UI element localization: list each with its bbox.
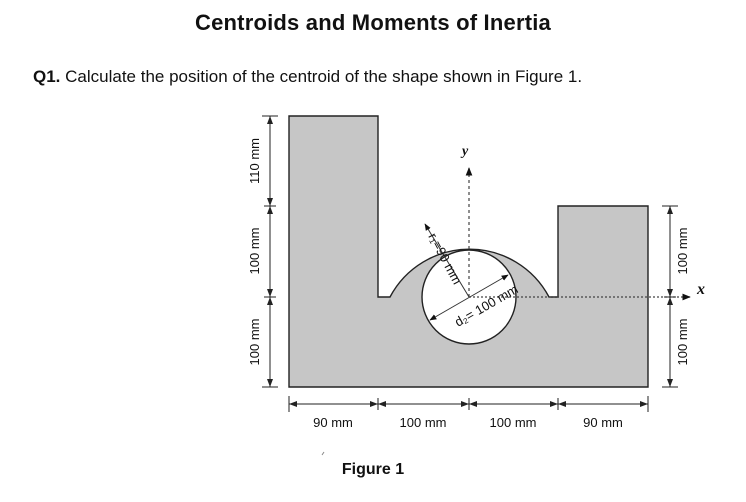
left-dimensions: [262, 115, 278, 388]
question-body: Calculate the position of the centroid o…: [60, 67, 583, 86]
left-dim-3: 100 mm: [247, 319, 262, 366]
x-axis-label: x: [696, 281, 705, 298]
y-axis-label: y: [460, 144, 469, 159]
bottom-dimensions: [288, 396, 649, 412]
left-dim-1: 110 mm: [247, 138, 262, 184]
figure-caption: Figure 1: [341, 461, 405, 478]
question-text: Q1. Calculate the position of the centro…: [33, 67, 582, 87]
right-dim-1: 100 mm: [675, 228, 690, 275]
right-dim-2: 100 mm: [675, 319, 690, 366]
page-title: Centroids and Moments of Inertia: [195, 10, 551, 35]
left-dim-2: 100 mm: [247, 228, 262, 275]
bottom-dim-4: 90 mm: [583, 415, 623, 430]
stray-mark: [321, 451, 325, 456]
bottom-dim-3: 100 mm: [490, 415, 537, 430]
bottom-dim-1: 90 mm: [313, 415, 353, 430]
question-number: Q1.: [33, 67, 61, 86]
diameter-line: [429, 274, 509, 321]
right-dimensions: [662, 205, 678, 388]
bottom-dim-2: 100 mm: [400, 415, 447, 430]
